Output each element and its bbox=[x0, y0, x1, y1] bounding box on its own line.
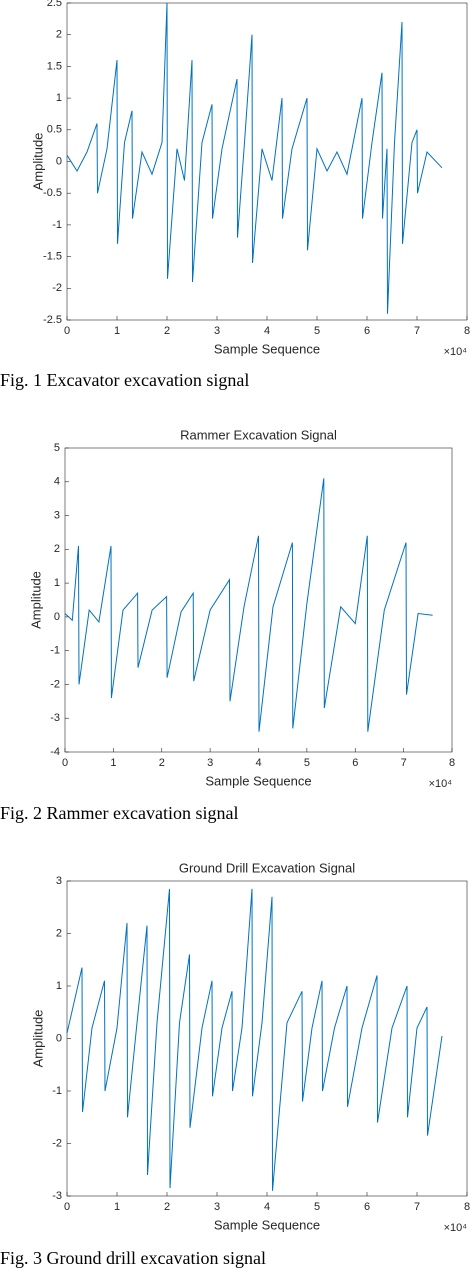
x-tick-label: 4 bbox=[264, 1201, 270, 1213]
x-tick-label: 3 bbox=[207, 757, 213, 769]
chart-title: Ground Drill Excavation Signal bbox=[179, 860, 355, 875]
plot-area bbox=[66, 2, 468, 321]
y-tick-label: -0.5 bbox=[43, 187, 62, 199]
x-tick-label: 1 bbox=[114, 1201, 120, 1213]
x-axis-label: Sample Sequence bbox=[214, 1217, 320, 1232]
y-tick-label: 2 bbox=[54, 543, 60, 555]
x-multiplier: ×10⁴ bbox=[444, 346, 468, 358]
x-tick-label: 7 bbox=[401, 757, 407, 769]
y-tick-label: 1 bbox=[56, 980, 62, 992]
y-tick-label: 2.5 bbox=[47, 0, 62, 9]
figure-caption: Fig. 1 Excavator excavation signal bbox=[0, 370, 249, 390]
x-tick-label: 7 bbox=[414, 325, 420, 337]
x-tick-label: 4 bbox=[264, 325, 270, 337]
x-tick-label: 8 bbox=[464, 325, 470, 337]
y-tick-label: 3 bbox=[54, 509, 60, 521]
y-tick-label: -4 bbox=[50, 746, 60, 758]
y-tick-label: -2 bbox=[52, 282, 62, 294]
y-tick-label: 1 bbox=[56, 92, 62, 104]
x-tick-label: 7 bbox=[414, 1201, 420, 1213]
x-multiplier: ×10⁴ bbox=[444, 1222, 468, 1234]
x-tick-label: 2 bbox=[159, 757, 165, 769]
x-tick-label: 5 bbox=[304, 757, 310, 769]
y-tick-label: -3 bbox=[50, 712, 60, 724]
y-tick-label: 0 bbox=[56, 155, 62, 167]
x-multiplier: ×10⁴ bbox=[429, 778, 453, 790]
y-tick-label: -1 bbox=[52, 219, 62, 231]
x-tick-label: 6 bbox=[352, 757, 358, 769]
signal-line bbox=[66, 2, 443, 314]
x-tick-label: 2 bbox=[164, 325, 170, 337]
y-tick-label: -1 bbox=[52, 1085, 62, 1097]
y-tick-label: 2 bbox=[56, 29, 62, 41]
x-tick-label: 0 bbox=[64, 1201, 70, 1213]
plot-area bbox=[66, 880, 468, 1197]
x-axis-label: Sample Sequence bbox=[205, 773, 311, 788]
x-tick-label: 1 bbox=[110, 757, 116, 769]
signal-line bbox=[66, 888, 443, 1191]
x-tick-label: 0 bbox=[64, 325, 70, 337]
chart-title: Rammer Excavation Signal bbox=[180, 427, 337, 442]
y-tick-label: -3 bbox=[52, 1190, 62, 1202]
y-tick-label: -1.5 bbox=[43, 251, 62, 263]
figure-caption: Fig. 3 Ground drill excavation signal bbox=[0, 1248, 266, 1268]
x-tick-label: 2 bbox=[164, 1201, 170, 1213]
x-tick-label: 3 bbox=[214, 1201, 220, 1213]
y-tick-label: 1.5 bbox=[47, 60, 62, 72]
x-tick-label: 1 bbox=[114, 325, 120, 337]
x-tick-label: 0 bbox=[62, 757, 68, 769]
signal-line bbox=[64, 478, 433, 732]
x-tick-label: 5 bbox=[314, 1201, 320, 1213]
y-tick-label: -2.5 bbox=[43, 314, 62, 326]
y-tick-label: 4 bbox=[54, 476, 60, 488]
x-tick-label: 8 bbox=[449, 757, 455, 769]
y-axis-label: Amplitude bbox=[30, 1010, 45, 1068]
y-tick-label: 3 bbox=[56, 875, 62, 887]
y-tick-label: 0 bbox=[54, 611, 60, 623]
x-tick-label: 3 bbox=[214, 325, 220, 337]
x-axis-label: Sample Sequence bbox=[214, 341, 320, 356]
x-tick-label: 4 bbox=[255, 757, 261, 769]
y-tick-label: -2 bbox=[50, 678, 60, 690]
y-tick-label: -1 bbox=[50, 645, 60, 657]
x-tick-label: 6 bbox=[364, 1201, 370, 1213]
y-tick-label: 1 bbox=[54, 577, 60, 589]
y-tick-label: -2 bbox=[52, 1137, 62, 1149]
y-axis-label: Amplitude bbox=[30, 133, 45, 191]
y-axis-label: Amplitude bbox=[28, 571, 43, 629]
figure-caption: Fig. 2 Rammer excavation signal bbox=[0, 803, 238, 823]
x-tick-label: 6 bbox=[364, 325, 370, 337]
x-tick-label: 5 bbox=[314, 325, 320, 337]
y-tick-label: 2 bbox=[56, 927, 62, 939]
y-tick-label: 0 bbox=[56, 1032, 62, 1044]
y-tick-label: 5 bbox=[54, 442, 60, 454]
y-tick-label: 0.5 bbox=[47, 124, 62, 136]
x-tick-label: 8 bbox=[464, 1201, 470, 1213]
